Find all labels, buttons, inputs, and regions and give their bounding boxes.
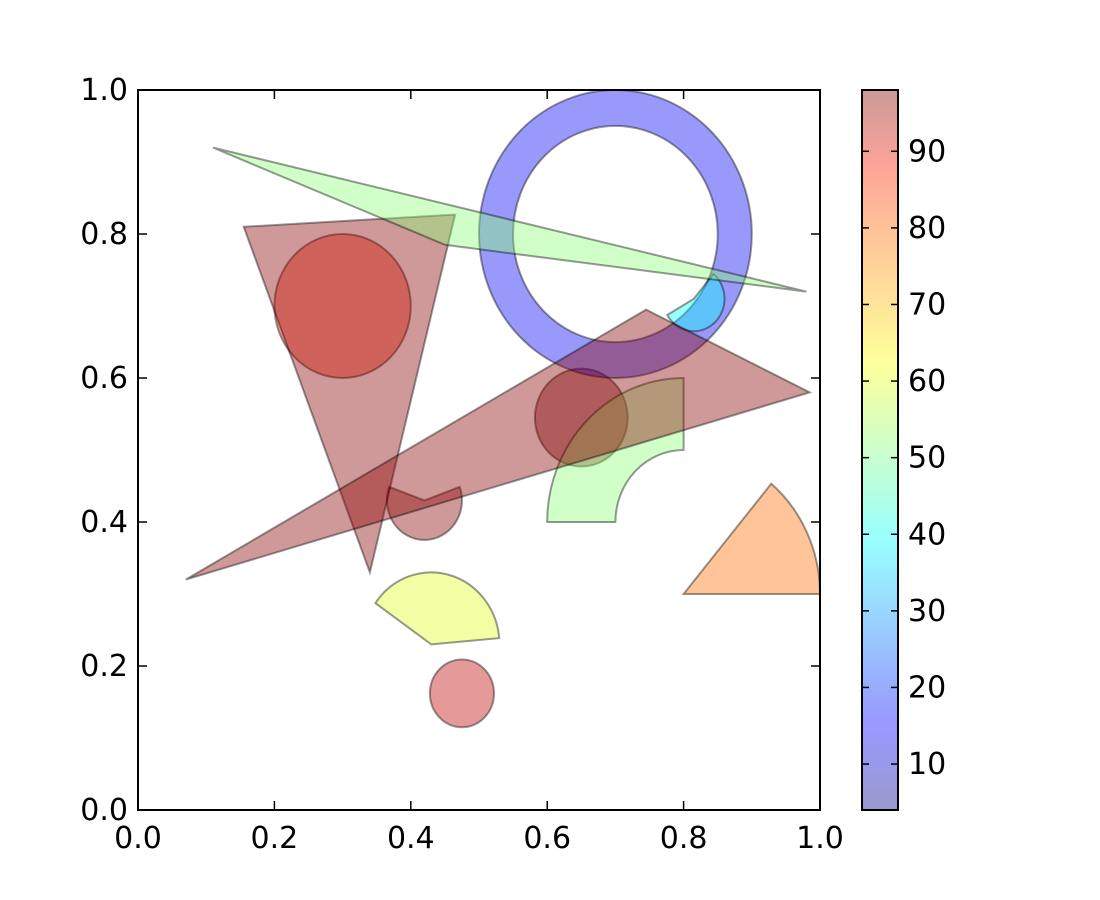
colorbar-tick-label: 90	[908, 134, 946, 169]
colorbar-tick-label: 40	[908, 517, 946, 552]
y-tick-label: 0.4	[80, 505, 128, 540]
polygon-patch	[185, 308, 813, 581]
x-tick-label: 0.4	[387, 821, 435, 856]
axes-frame	[137, 89, 821, 811]
colorbar-tick-label: 30	[908, 594, 946, 629]
colorbar-tick-label: 50	[908, 441, 946, 476]
colorbar-tick-labels: 10 20 30 40 50 60 70 80 90	[908, 134, 946, 782]
colorbar-tick-label: 10	[908, 747, 946, 782]
colorbar-tick-label: 80	[908, 211, 946, 246]
ring-patch	[477, 90, 753, 379]
wedge-patch	[374, 571, 501, 646]
circle-patch	[428, 658, 496, 729]
colorbar-tick-label: 20	[908, 670, 946, 705]
axes-background	[138, 90, 820, 810]
y-tick-labels: 0.0 0.2 0.4 0.6 0.8 1.0	[80, 73, 128, 828]
x-tick-label: 0.2	[251, 821, 299, 856]
colorbar-frame	[861, 89, 899, 811]
y-tick-label: 0.6	[80, 361, 128, 396]
wedge-patch	[546, 376, 685, 523]
y-tick-label: 1.0	[80, 73, 128, 108]
polygon-patch	[212, 146, 807, 293]
colorbar-ticks	[862, 150, 898, 765]
y-tick-label: 0.8	[80, 217, 128, 252]
x-tick-labels: 0.0 0.2 0.4 0.6 0.8 1.0	[114, 821, 844, 856]
circle-patch	[533, 367, 629, 468]
colorbar: 10 20 30 40 50 60 70 80 90	[861, 89, 946, 811]
y-tick-label: 0.2	[80, 649, 128, 684]
colorbar-fill	[862, 90, 898, 810]
x-tick-label: 0.0	[114, 821, 162, 856]
colorbar-tick-label: 70	[908, 287, 946, 322]
y-tick-label: 0.0	[80, 793, 128, 828]
axis-ticks	[137, 89, 821, 811]
wedge-patch	[385, 485, 463, 541]
x-tick-label: 0.6	[523, 821, 571, 856]
x-tick-label: 0.8	[660, 821, 708, 856]
wedge-patch	[665, 272, 726, 333]
colorbar-tick-label: 60	[908, 364, 946, 399]
circle-patch	[273, 233, 412, 379]
x-tick-label: 1.0	[796, 821, 844, 856]
polygon-patch	[242, 213, 457, 576]
patches-layer	[185, 90, 820, 729]
